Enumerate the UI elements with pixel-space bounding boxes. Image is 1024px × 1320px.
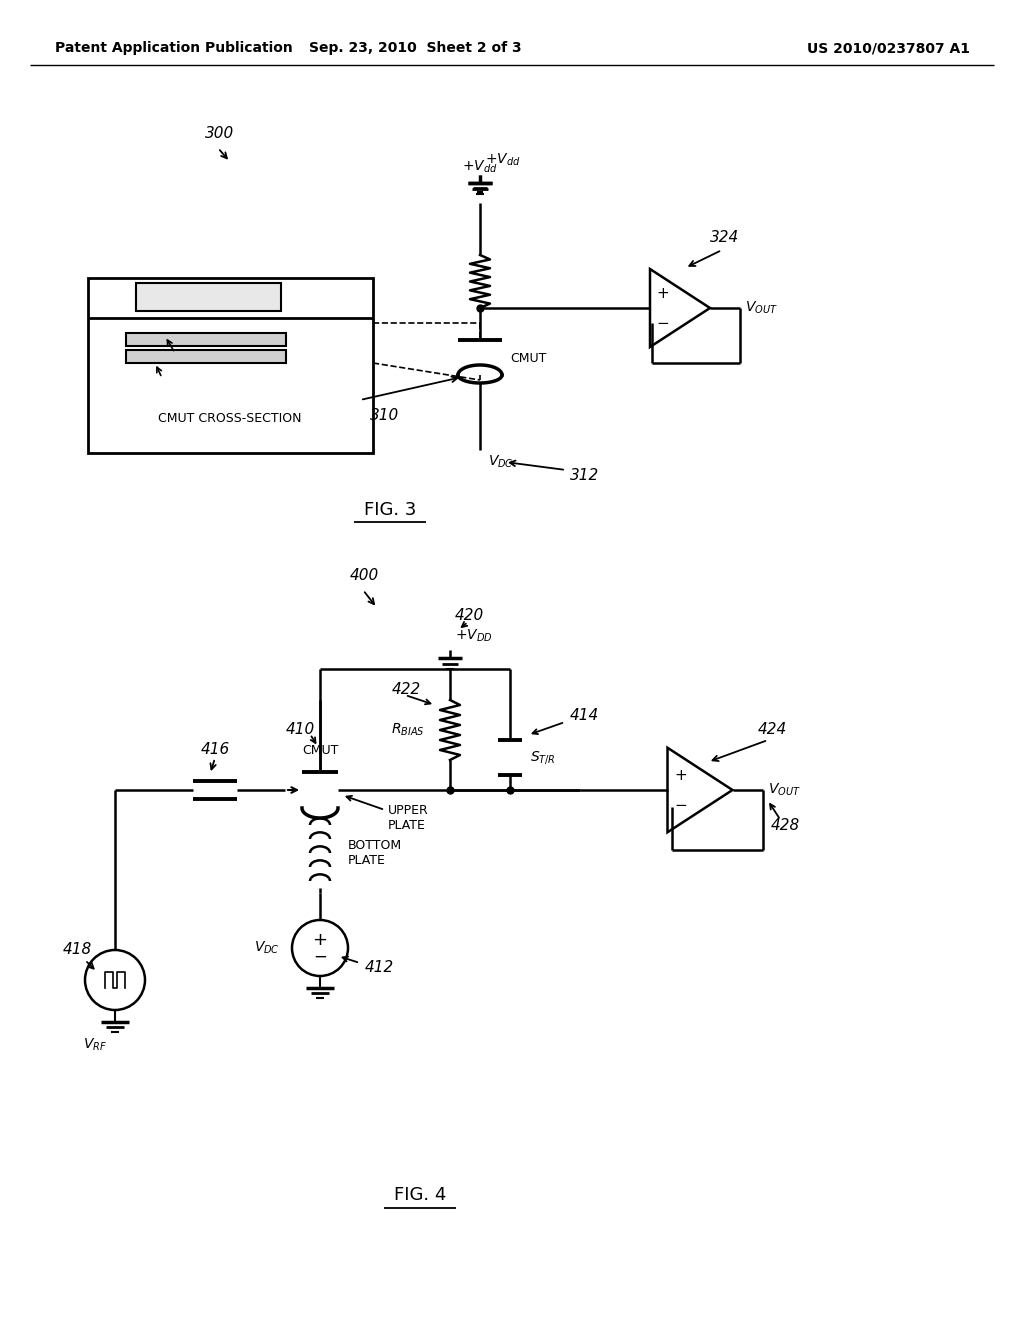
Text: $V_{DC}$: $V_{DC}$ [254, 940, 280, 956]
Bar [136, 282, 281, 312]
Bar [126, 333, 286, 346]
Text: +: + [674, 767, 687, 783]
Bar [126, 350, 286, 363]
Text: FIG. 4: FIG. 4 [394, 1185, 446, 1204]
Text: 420: 420 [455, 607, 484, 623]
Text: 414: 414 [570, 708, 599, 722]
Text: $+V_{dd}$: $+V_{dd}$ [462, 158, 498, 176]
Text: BOTTOM
PLATE: BOTTOM PLATE [348, 840, 402, 867]
Text: 424: 424 [758, 722, 787, 738]
Text: 310: 310 [370, 408, 399, 422]
Text: 400: 400 [350, 568, 379, 582]
Text: 428: 428 [770, 817, 800, 833]
Text: FIG. 3: FIG. 3 [364, 502, 416, 519]
Text: CMUT: CMUT [510, 351, 547, 364]
Text: US 2010/0237807 A1: US 2010/0237807 A1 [807, 41, 970, 55]
Text: −: − [656, 315, 670, 330]
Text: $V_{OUT}$: $V_{OUT}$ [768, 781, 801, 799]
Text: +: + [312, 931, 328, 949]
Text: 300: 300 [205, 125, 234, 140]
Text: 312: 312 [570, 469, 599, 483]
Text: 422: 422 [392, 682, 421, 697]
Text: CMUT CROSS-SECTION: CMUT CROSS-SECTION [159, 412, 302, 425]
Text: 412: 412 [365, 961, 394, 975]
Text: 418: 418 [62, 942, 91, 957]
Text: UPPER
PLATE: UPPER PLATE [388, 804, 429, 832]
Text: $+V_{dd}$: $+V_{dd}$ [485, 152, 520, 168]
Text: $V_{OUT}$: $V_{OUT}$ [745, 300, 778, 317]
Text: $+V_{DD}$: $+V_{DD}$ [455, 628, 493, 644]
Text: Patent Application Publication: Patent Application Publication [55, 41, 293, 55]
Text: 410: 410 [286, 722, 314, 738]
Bar [88, 279, 373, 453]
Text: −: − [313, 948, 327, 966]
Text: $V_{RF}$: $V_{RF}$ [83, 1036, 106, 1053]
Text: CMUT: CMUT [302, 743, 338, 756]
Text: $S_{T/R}$: $S_{T/R}$ [530, 748, 556, 766]
Text: $V_{DC}$: $V_{DC}$ [488, 454, 514, 470]
Text: −: − [674, 797, 687, 813]
Text: 416: 416 [201, 742, 229, 758]
Text: +: + [656, 285, 670, 301]
Text: $R_{BIAS}$: $R_{BIAS}$ [391, 722, 425, 738]
Text: 324: 324 [710, 231, 739, 246]
Text: Sep. 23, 2010  Sheet 2 of 3: Sep. 23, 2010 Sheet 2 of 3 [308, 41, 521, 55]
